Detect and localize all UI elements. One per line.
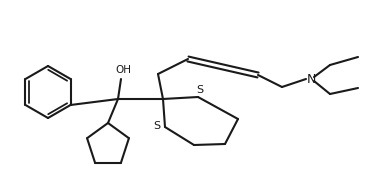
Text: S: S [197, 85, 204, 95]
Text: OH: OH [115, 65, 131, 75]
Text: S: S [153, 121, 161, 131]
Text: N: N [306, 73, 316, 85]
